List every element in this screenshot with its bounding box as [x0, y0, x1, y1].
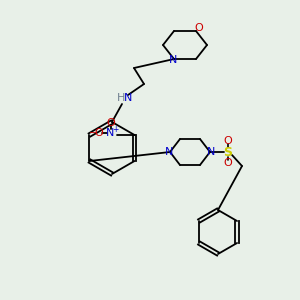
Text: S: S [224, 146, 232, 158]
Text: O: O [94, 128, 103, 138]
Text: N: N [169, 55, 177, 65]
Text: O: O [106, 118, 115, 128]
Text: H: H [117, 93, 125, 103]
Text: N: N [106, 128, 115, 138]
Text: N: N [207, 147, 215, 157]
Text: O: O [195, 23, 203, 33]
Text: +: + [112, 125, 119, 134]
Text: N: N [124, 93, 132, 103]
Text: O: O [224, 136, 232, 146]
Text: O: O [224, 158, 232, 168]
Text: −: − [89, 128, 98, 138]
Text: N: N [165, 147, 173, 157]
